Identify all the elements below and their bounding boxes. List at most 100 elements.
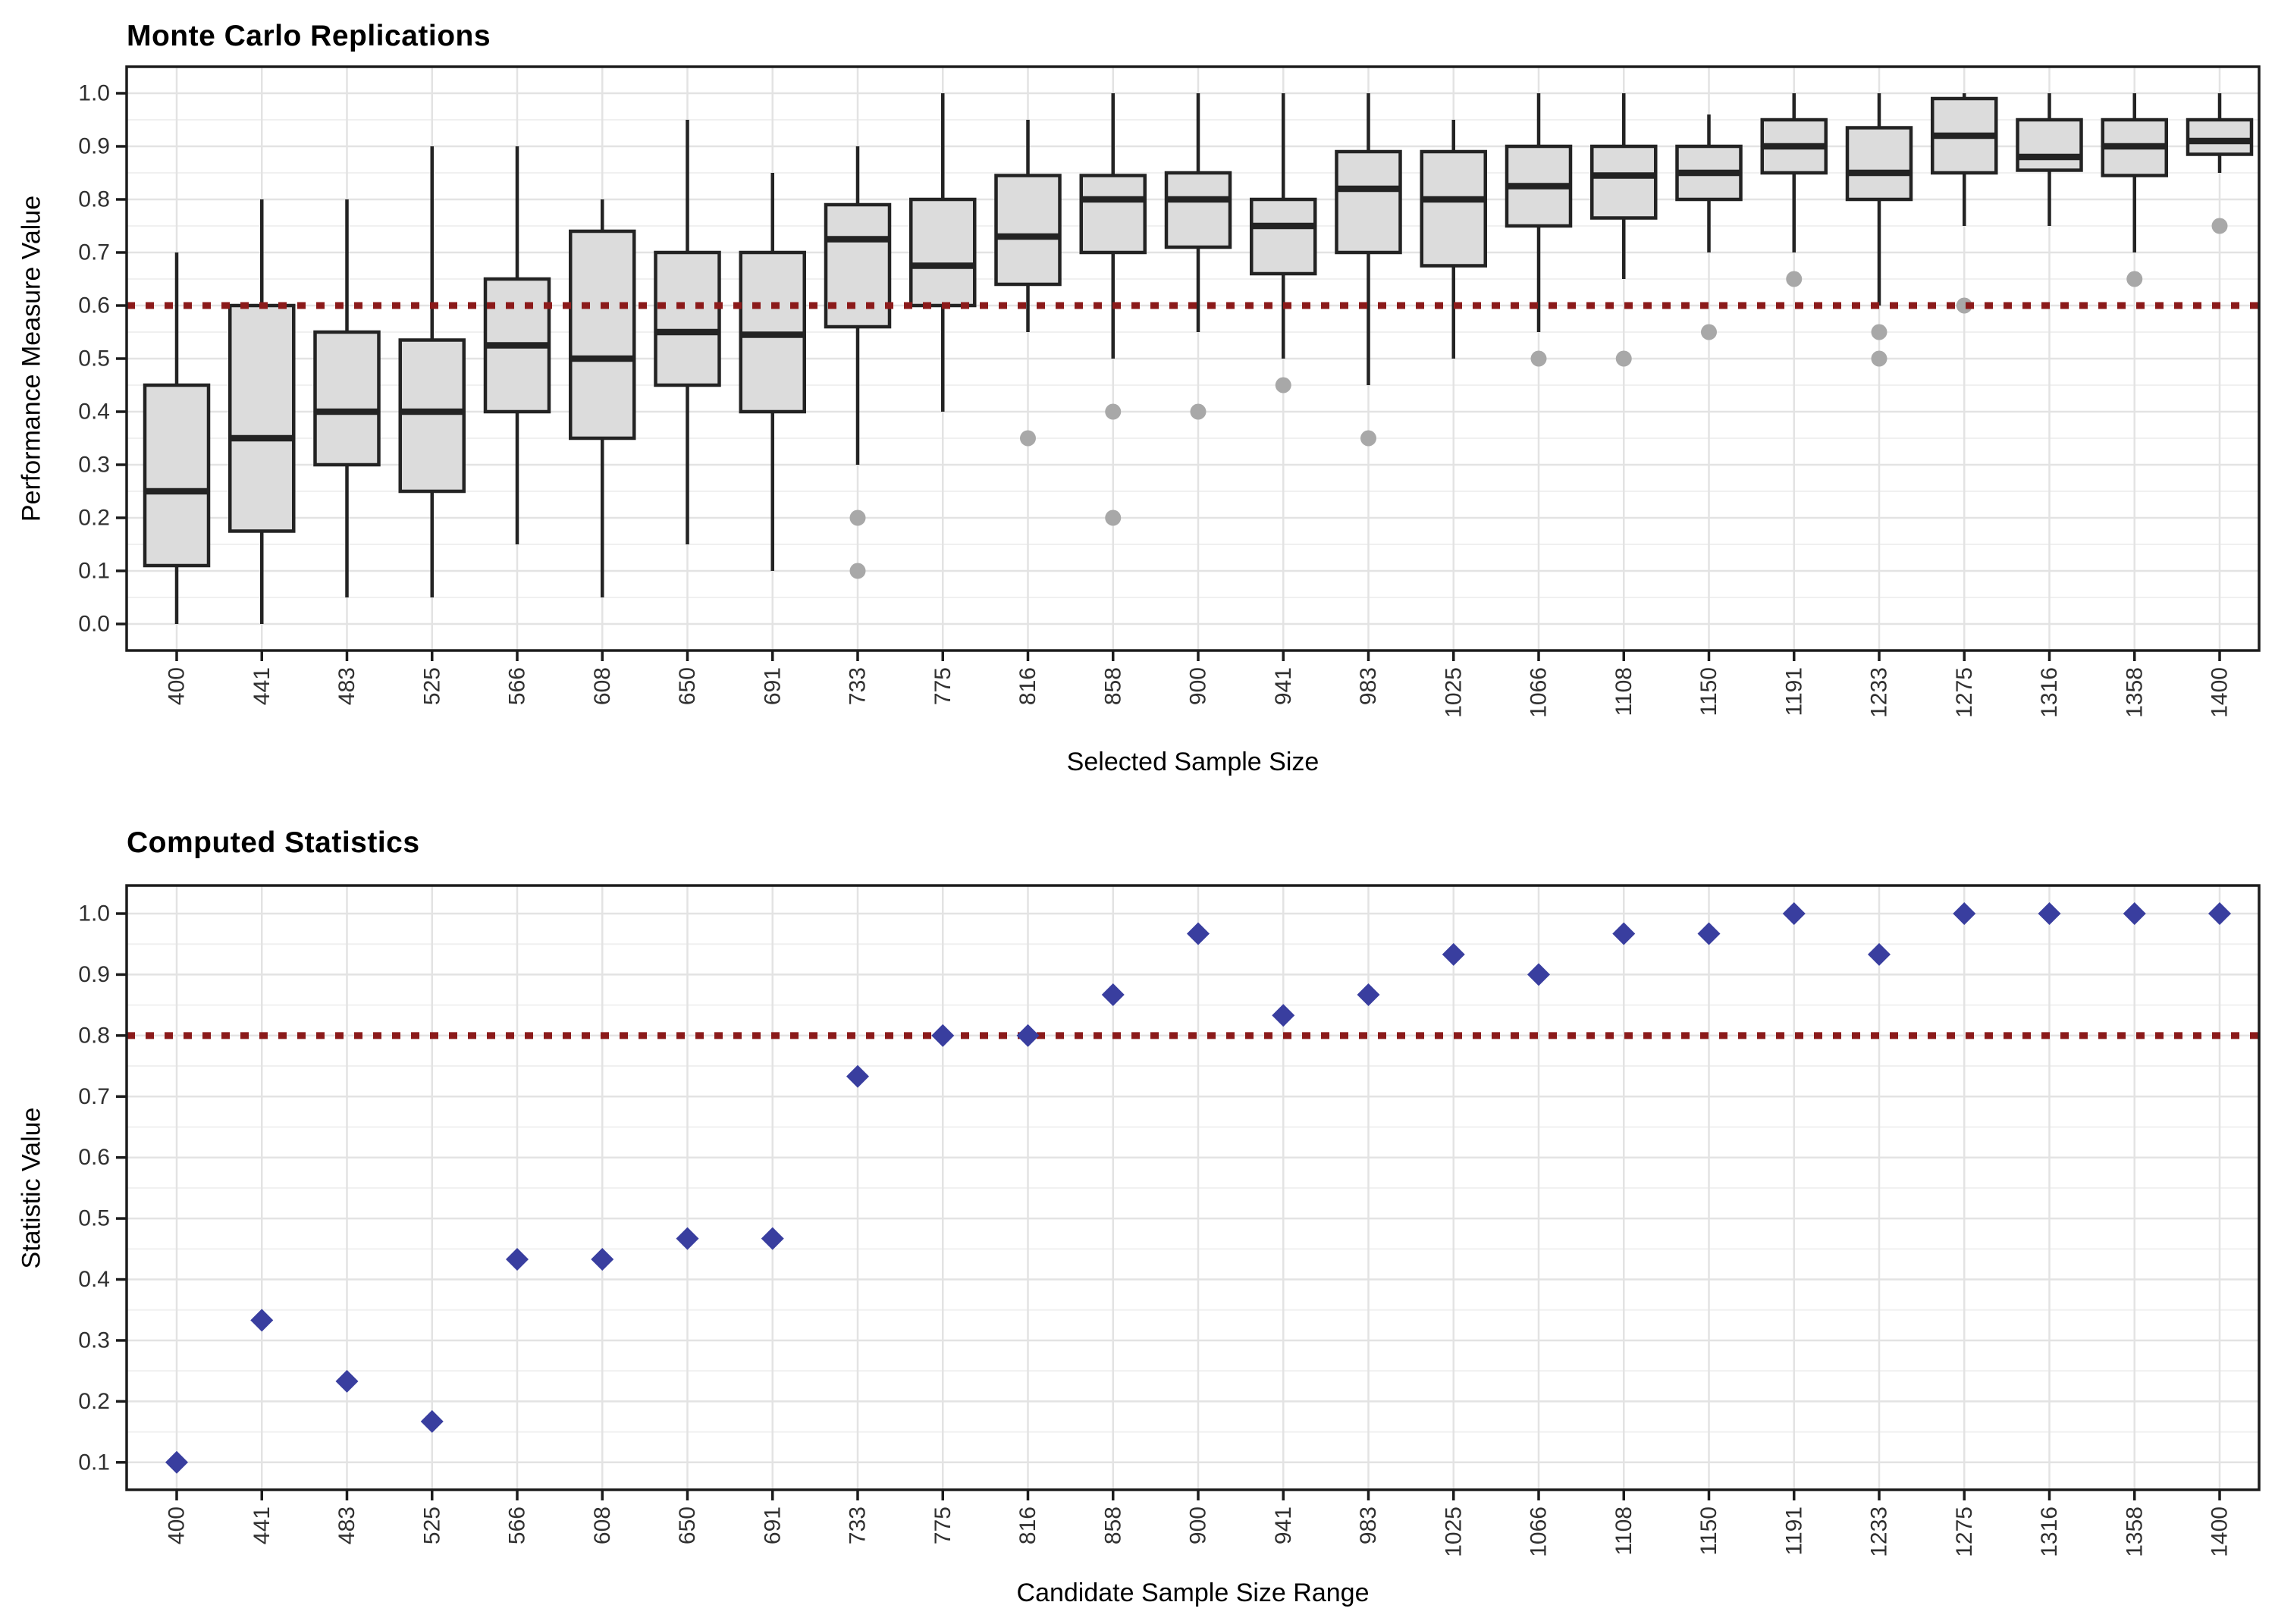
x-tick-label: 1108 bbox=[1611, 667, 1636, 716]
y-tick-label: 0.1 bbox=[78, 559, 110, 584]
boxplot-group bbox=[1760, 93, 1828, 287]
statistic-point bbox=[2123, 901, 2146, 925]
y-tick-label: 0.2 bbox=[78, 1389, 110, 1414]
x-tick-label: 816 bbox=[1015, 667, 1040, 705]
x-tick-label: 566 bbox=[505, 667, 530, 705]
y-tick-label: 0.2 bbox=[78, 506, 110, 531]
x-tick-label: 1108 bbox=[1611, 1506, 1636, 1556]
boxplot-group bbox=[909, 93, 977, 412]
x-tick-label: 775 bbox=[930, 1506, 956, 1544]
boxplot-group bbox=[483, 146, 551, 544]
x-tick-label: 1233 bbox=[1867, 667, 1892, 718]
box-rect bbox=[313, 330, 381, 467]
outlier-point bbox=[1360, 430, 1376, 447]
x-tick-label: 441 bbox=[249, 667, 275, 705]
scatter-chart: 0.1 0.2 0.3 0.4 0.5 0.6 0.7 0.8 0.9 1.0 400 441 483 5… bbox=[78, 884, 2261, 1557]
boxplot-group bbox=[1931, 93, 1998, 314]
box-rect bbox=[1590, 144, 1658, 220]
box-rect bbox=[143, 383, 211, 568]
x-tick-label: 900 bbox=[1186, 667, 1211, 705]
y-tick-label: 0.4 bbox=[78, 1267, 110, 1292]
statistic-point bbox=[1868, 942, 1891, 966]
boxplot-group bbox=[654, 120, 721, 544]
boxplot-group bbox=[313, 199, 381, 597]
boxplot-group bbox=[1079, 93, 1147, 526]
outlier-point bbox=[1105, 509, 1122, 526]
x-tick-label: 400 bbox=[165, 667, 190, 705]
statistic-point bbox=[1953, 901, 1976, 925]
outlier-point bbox=[1190, 403, 1207, 420]
boxplot-group bbox=[994, 120, 1062, 447]
x-tick-label: 1316 bbox=[2037, 1506, 2062, 1557]
box-rect bbox=[1079, 174, 1147, 255]
y-tick-label: 0.6 bbox=[78, 1145, 110, 1170]
statistic-point bbox=[506, 1247, 529, 1271]
x-tick-label: 733 bbox=[846, 1506, 871, 1544]
outlier-point bbox=[1871, 350, 1887, 367]
outlier-point bbox=[849, 509, 866, 526]
x-tick-label: 1025 bbox=[1441, 667, 1466, 718]
statistic-point bbox=[420, 1409, 444, 1433]
y-tick-label: 0.8 bbox=[78, 1023, 110, 1048]
x-tick-label: 1275 bbox=[1952, 667, 1977, 718]
x-tick-label: 1066 bbox=[1527, 667, 1552, 718]
statistic-point bbox=[1357, 983, 1380, 1006]
x-tick-label: 1150 bbox=[1696, 1506, 1721, 1556]
statistic-point bbox=[761, 1227, 784, 1250]
outlier-point bbox=[1105, 403, 1122, 420]
box-rect bbox=[994, 174, 1062, 287]
y-tick-label: 0.5 bbox=[78, 346, 110, 372]
outlier-point bbox=[2211, 218, 2228, 234]
box-rect bbox=[569, 229, 636, 440]
boxplot-group bbox=[1675, 114, 1743, 340]
y-tick-label: 0.3 bbox=[78, 453, 110, 478]
box-rect bbox=[2016, 118, 2083, 172]
x-tick-label: 441 bbox=[249, 1506, 275, 1544]
y-tick-label: 1.0 bbox=[78, 901, 110, 926]
x-tick-label: 1275 bbox=[1952, 1506, 1977, 1557]
boxplot-group bbox=[143, 252, 211, 624]
statistic-point bbox=[676, 1227, 699, 1250]
statistic-point bbox=[591, 1247, 614, 1271]
y-tick-label: 0.7 bbox=[78, 1084, 110, 1109]
statistic-point bbox=[2208, 901, 2231, 925]
boxplot-group bbox=[1845, 93, 1913, 367]
outlier-point bbox=[849, 563, 866, 579]
statistic-point bbox=[1101, 983, 1125, 1006]
x-tick-label: 1358 bbox=[2122, 667, 2147, 718]
x-tick-label: 858 bbox=[1100, 667, 1125, 705]
box-rect bbox=[1845, 126, 1913, 202]
y-tick-label: 0.5 bbox=[78, 1206, 110, 1231]
x-tick-label: 733 bbox=[846, 667, 871, 705]
y-tick-label: 0.6 bbox=[78, 293, 110, 318]
box-rect bbox=[228, 303, 296, 533]
x-tick-label: 691 bbox=[760, 667, 785, 705]
statistic-point bbox=[1016, 1024, 1040, 1047]
outlier-point bbox=[1275, 377, 1291, 393]
y-tick-label: 0.9 bbox=[78, 962, 110, 987]
x-tick-label: 608 bbox=[590, 667, 615, 705]
boxplot-group bbox=[398, 146, 466, 597]
y-tick-label: 0.9 bbox=[78, 134, 110, 159]
x-tick-label: 483 bbox=[334, 1506, 359, 1544]
x-tick-label: 1358 bbox=[2122, 1506, 2147, 1557]
x-tick-label: 525 bbox=[419, 667, 444, 705]
x-tick-label: 1025 bbox=[1441, 1506, 1466, 1557]
x-tick-label: 1150 bbox=[1696, 667, 1721, 716]
panel-border bbox=[125, 65, 2261, 652]
statistic-point bbox=[1697, 922, 1721, 945]
x-tick-label: 691 bbox=[760, 1506, 785, 1544]
boxplot-group bbox=[1590, 93, 1658, 367]
x-tick-label: 483 bbox=[334, 667, 359, 705]
x-tick-label: 650 bbox=[675, 1506, 700, 1544]
statistic-point bbox=[1442, 942, 1465, 966]
x-tick-label: 525 bbox=[419, 1506, 444, 1544]
boxplot-group bbox=[1505, 93, 1573, 367]
y-tick-label: 0.3 bbox=[78, 1328, 110, 1353]
statistic-point bbox=[931, 1024, 955, 1047]
x-tick-label: 1191 bbox=[1781, 1506, 1806, 1556]
box-rect bbox=[1164, 171, 1232, 249]
y-tick-label: 0.1 bbox=[78, 1450, 110, 1475]
y-tick-label: 0.4 bbox=[78, 400, 110, 425]
x-tick-label: 983 bbox=[1356, 667, 1381, 705]
